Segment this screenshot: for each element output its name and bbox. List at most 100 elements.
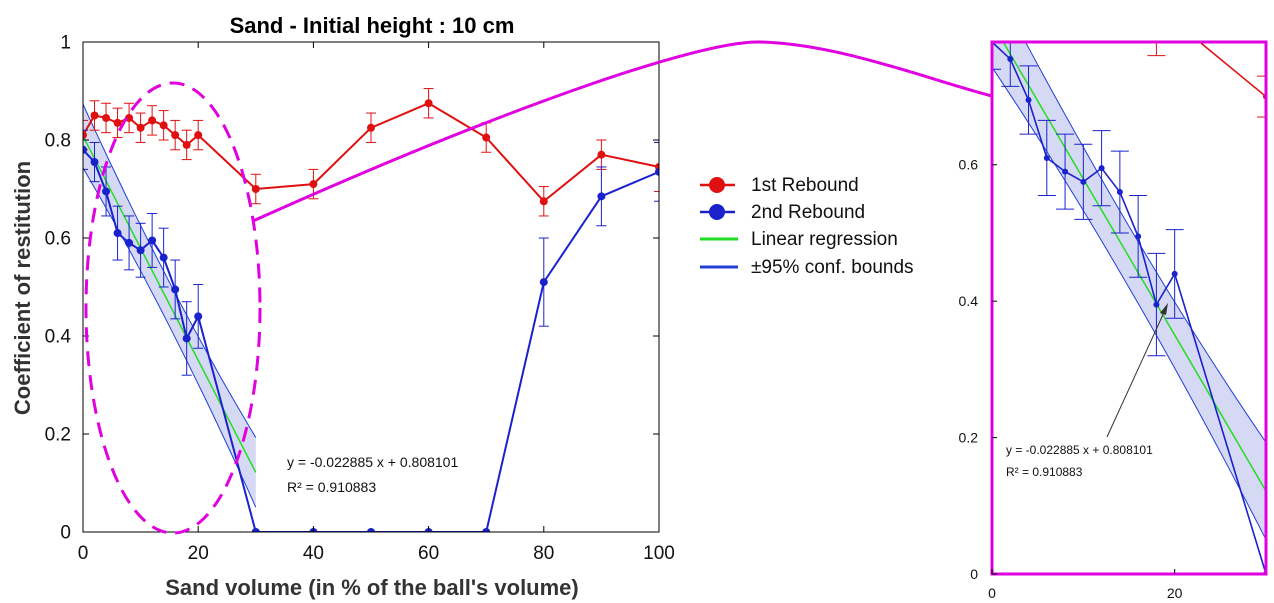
inset-error-bar-first-rebound	[1093, 0, 1111, 22]
inset-y-tick-label: 0.2	[959, 429, 979, 445]
main-point-first-rebound	[113, 118, 122, 127]
highlight-ellipse	[84, 81, 262, 535]
main-point-first-rebound	[148, 116, 157, 125]
inset-x-tick-label: 0	[988, 585, 996, 601]
main-point-first-rebound	[597, 150, 606, 159]
y-axis-label: Coefficient of restitution	[10, 161, 35, 415]
regression-line	[83, 135, 257, 473]
main-point-second-rebound	[171, 285, 180, 294]
legend-label-conf-bounds: ±95% conf. bounds	[751, 257, 914, 278]
inset-regression-r-squared: R² = 0.910883	[1006, 465, 1083, 479]
inset-confidence-bound-lower	[992, 66, 1266, 540]
legend: 1st Rebound 2nd Rebound Linear regressio…	[700, 175, 914, 278]
inset-error-bar-first-rebound	[1111, 0, 1129, 28]
inset-point-first-rebound	[1135, 19, 1141, 25]
inset-error-bar-first-rebound	[992, 42, 1001, 43]
inset-point-first-rebound	[1117, 5, 1123, 11]
inset-point-first-rebound	[1080, 8, 1086, 14]
main-point-first-rebound	[367, 123, 375, 132]
inset-point-first-rebound	[1026, 0, 1032, 1]
main-plot-area: 0 20 40 60 80 100 0 0.2 0.4 0.6 0.8 1	[45, 33, 675, 564]
inset-error-bar-first-rebound	[1038, 0, 1056, 25]
inset-point-first-rebound	[1062, 0, 1068, 1]
main-point-second-rebound	[182, 334, 191, 343]
main-x-tick-label: 80	[533, 543, 554, 564]
inset-y-tick-label: 0	[970, 566, 978, 582]
main-point-first-rebound	[159, 121, 168, 130]
inset-point-first-rebound	[989, 19, 995, 25]
inset-error-bar-first-rebound	[1165, 42, 1184, 43]
legend-item-conf-bounds: ±95% conf. bounds	[700, 257, 914, 278]
inset-confidence-bound-upper	[1024, 42, 1266, 443]
main-point-first-rebound	[136, 123, 145, 132]
main-point-first-rebound	[83, 131, 87, 140]
main-point-second-rebound	[194, 312, 203, 321]
main-point-second-rebound	[482, 528, 491, 532]
main-y-tick-label: 0.4	[45, 327, 72, 348]
main-point-first-rebound	[539, 197, 548, 206]
main-point-second-rebound	[90, 158, 99, 167]
main-plot-frame	[82, 41, 660, 533]
main-point-first-rebound	[309, 180, 318, 189]
inset-x-tick-label: 20	[1167, 585, 1183, 601]
inset-regression-line	[1002, 42, 1266, 492]
inset-point-second-rebound	[1116, 189, 1123, 196]
inset-error-bar-first-rebound	[1001, 0, 1019, 15]
inset-series-layer	[989, 0, 1266, 574]
main-x-tick-label: 0	[78, 543, 89, 564]
legend-item-linear-regression: Linear regression	[700, 229, 898, 250]
main-point-first-rebound	[251, 185, 260, 193]
main-point-second-rebound	[159, 253, 168, 262]
main-point-first-rebound	[182, 140, 191, 149]
main-y-tick-label: 0.8	[45, 131, 71, 152]
inset-point-first-rebound	[1172, 19, 1178, 25]
main-point-first-rebound	[171, 131, 180, 140]
main-y-tick-label: 0	[60, 523, 71, 544]
legend-item-second-rebound: 2nd Rebound	[700, 202, 865, 223]
inset-regression-equation: y = -0.022885 x + 0.808101	[1006, 443, 1153, 457]
inset-error-bar-first-rebound	[1020, 0, 1038, 18]
inset-error-bar-first-rebound	[1056, 0, 1074, 18]
main-point-first-rebound	[194, 131, 203, 140]
inset-annotation-arrowhead	[1160, 303, 1168, 315]
main-x-tick-label: 40	[303, 543, 324, 564]
inset-error-bar-first-rebound	[1257, 75, 1266, 118]
main-point-second-rebound	[102, 187, 111, 196]
legend-item-first-rebound: 1st Rebound	[700, 175, 859, 196]
inset-error-bar-second-rebound	[992, 42, 1001, 70]
main-point-second-rebound	[597, 192, 606, 201]
inset-annotation-arrow	[1106, 307, 1167, 438]
inset-confidence-band-fill	[992, 42, 1266, 540]
inset-chart: 0 20 0 0.2 0.4 0.6 y = -0.022885 x + 0.808101…	[959, 0, 1268, 601]
inset-point-second-rebound	[1135, 233, 1142, 240]
inset-error-bar-first-rebound	[1074, 0, 1092, 32]
zoom-connector-top	[252, 40, 993, 223]
legend-label-first-rebound: 1st Rebound	[751, 175, 859, 196]
main-point-second-rebound	[136, 246, 145, 255]
main-point-second-rebound	[148, 236, 157, 245]
inset-point-first-rebound	[1044, 1, 1050, 7]
confidence-bound-lower	[83, 167, 257, 508]
main-point-second-rebound	[113, 229, 122, 238]
inset-y-tick-label: 0.4	[959, 293, 979, 309]
inset-point-first-rebound	[1099, 0, 1105, 4]
main-point-first-rebound	[125, 113, 134, 122]
legend-label-linear-regression: Linear regression	[751, 229, 898, 250]
main-y-tick-label: 0.2	[45, 425, 71, 446]
inset-point-second-rebound	[1062, 168, 1069, 175]
main-point-second-rebound	[125, 238, 134, 247]
legend-label-second-rebound: 2nd Rebound	[751, 202, 865, 223]
main-point-second-rebound	[251, 528, 260, 532]
main-point-second-rebound	[83, 145, 87, 154]
main-point-first-rebound	[90, 111, 99, 120]
main-series-line-second-rebound	[83, 149, 659, 532]
inset-point-second-rebound	[1007, 56, 1014, 63]
inset-point-second-rebound	[1025, 96, 1032, 103]
main-x-tick-label: 20	[188, 543, 209, 564]
regression-equation: y = -0.022885 x + 0.808101	[287, 454, 458, 470]
main-point-second-rebound	[655, 167, 659, 176]
main-y-tick-label: 0.6	[45, 229, 71, 250]
inset-axis-ticks: 0 20 0 0.2 0.4 0.6	[959, 157, 1183, 601]
inset-point-second-rebound	[1153, 301, 1160, 308]
